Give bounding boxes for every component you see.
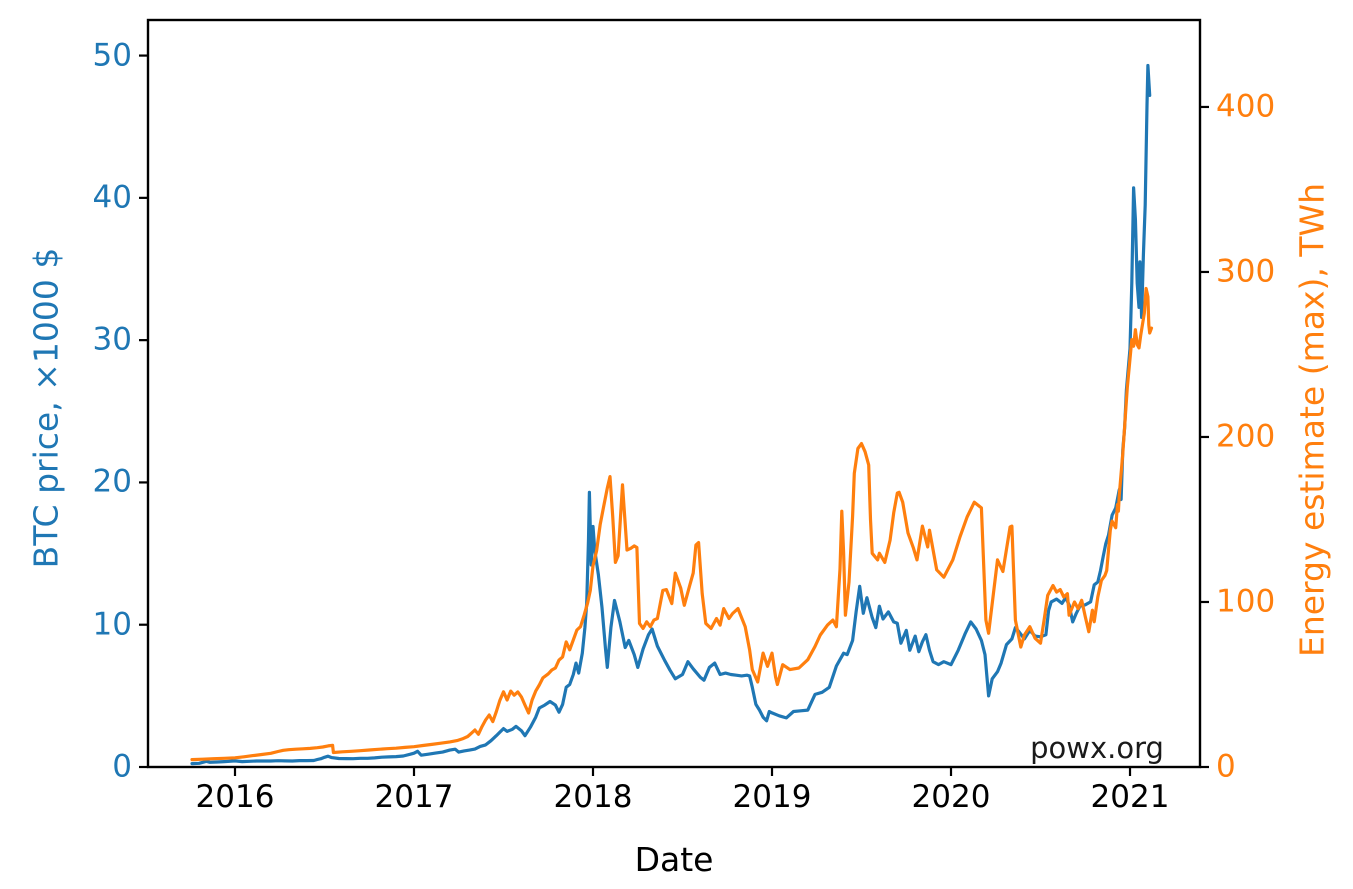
right-y-tick-label: 0 <box>1216 748 1236 785</box>
x-tick-label: 2016 <box>195 779 275 815</box>
left-y-tick-label: 40 <box>92 179 132 216</box>
energy-estimate-line <box>190 286 1154 762</box>
x-tick-label: 2021 <box>1090 779 1170 815</box>
right-y-axis-label: Energy estimate (max), TWh <box>1292 182 1332 658</box>
x-tick-label: 2020 <box>911 779 991 815</box>
watermark-text: powx.org <box>1030 731 1164 765</box>
right-y-tick-label: 100 <box>1216 583 1276 620</box>
x-tick-label: 2017 <box>374 779 454 815</box>
left-y-tick-label: 50 <box>92 37 132 74</box>
x-axis-label: Date <box>634 840 714 879</box>
axes-spine-box <box>146 18 1202 769</box>
right-y-tick-label: 300 <box>1216 253 1276 290</box>
right-y-tick-label: 400 <box>1216 88 1276 125</box>
left-y-axis-label: BTC price, ×1000 $ <box>26 247 66 569</box>
btc-price-line <box>190 63 1152 766</box>
x-tick-label: 2018 <box>553 779 633 815</box>
left-y-tick-label: 20 <box>92 463 132 500</box>
right-y-tick-label: 200 <box>1216 418 1276 455</box>
left-y-tick-label: 0 <box>112 748 132 785</box>
left-y-tick-label: 10 <box>92 606 132 643</box>
x-tick-label: 2019 <box>732 779 812 815</box>
left-y-tick-label: 30 <box>92 321 132 358</box>
tick-marks <box>139 54 1209 776</box>
